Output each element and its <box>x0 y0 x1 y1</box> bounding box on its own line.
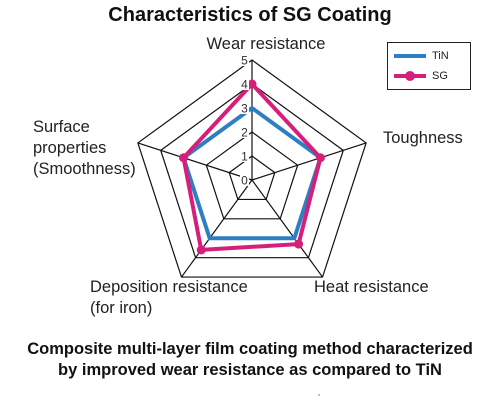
axis-label-toughness: Toughness <box>383 129 463 147</box>
legend-label-sg: SG <box>432 70 448 82</box>
axis-spoke-toughness <box>251 142 367 181</box>
data-point-sg-surface <box>179 153 189 163</box>
grid-ring-2 <box>205 131 299 220</box>
grid-ring-1 <box>228 155 276 201</box>
axis-label-deposition-resistance: Deposition resistance (for iron) <box>90 278 248 317</box>
tick-label-2: 2 <box>241 126 248 140</box>
axis-spoke-deposition-resistance <box>180 179 253 278</box>
data-point-sg-deposition-resistance <box>196 245 206 255</box>
legend-label-tin: TiN <box>432 50 449 62</box>
axis-spoke-heat-resistance <box>251 179 324 278</box>
data-point-sg-toughness <box>315 153 325 163</box>
chart-title: Characteristics of SG Coating <box>108 4 392 26</box>
series-line-sg <box>181 81 323 253</box>
grid-ring-5 <box>137 59 367 278</box>
tick-label-bg-5 <box>240 53 249 66</box>
legend-swatch-sg <box>394 71 426 81</box>
legend-item-tin: TiN <box>394 49 449 63</box>
legend-item-sg: SG <box>394 69 448 83</box>
chart-caption: Composite multi-layer film coating metho… <box>27 340 473 379</box>
tick-label-bg-4 <box>240 77 249 90</box>
data-point-sg-wear-resistance <box>247 79 257 89</box>
tick-label-bg-1 <box>240 149 249 162</box>
tick-label-bg-2 <box>240 125 249 138</box>
data-point-sg-heat-resistance <box>294 239 304 249</box>
legend-swatch-tin <box>394 54 426 58</box>
axis-label-wear-resistance: Wear resistance <box>206 35 326 53</box>
chart-legend: TiN SG <box>387 42 471 90</box>
radar-tick-labels: 0 1 2 3 4 5 <box>240 53 249 188</box>
radar-series <box>179 79 325 255</box>
axis-spoke-surface <box>137 142 253 181</box>
tick-label-5: 5 <box>241 54 248 68</box>
legend-marker-sg <box>405 71 415 81</box>
footer-dot <box>318 394 320 396</box>
tick-label-bg-0 <box>240 173 249 186</box>
tick-label-1: 1 <box>241 150 248 164</box>
tick-label-3: 3 <box>241 102 248 116</box>
series-line-tin <box>181 105 323 241</box>
grid-ring-4 <box>159 83 345 259</box>
axis-label-heat-resistance: Heat resistance <box>314 278 429 296</box>
tick-label-0: 0 <box>241 174 248 188</box>
axis-label-surface-properties: Surface properties (Smoothness) <box>33 118 136 178</box>
tick-label-bg-3 <box>240 101 249 114</box>
tick-label-4: 4 <box>241 78 248 92</box>
